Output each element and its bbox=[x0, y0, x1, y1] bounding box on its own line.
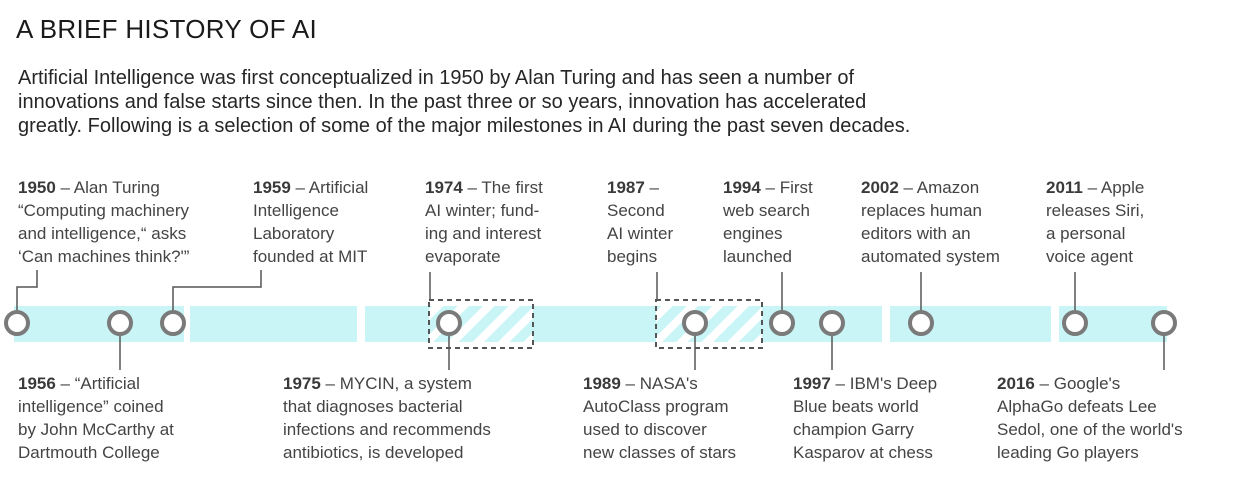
event-year: 1950 bbox=[18, 178, 56, 197]
event-text: – Artificial bbox=[290, 178, 369, 197]
event-1987: 1987 – Second AI winter begins bbox=[607, 176, 673, 268]
event-1956: 1956 – “Artificial intelligence” coined … bbox=[18, 372, 174, 464]
event-text: – Apple bbox=[1082, 178, 1145, 197]
leader-1950 bbox=[16, 270, 38, 311]
event-text: champion Garry bbox=[793, 420, 914, 439]
event-text: replaces human bbox=[861, 201, 982, 220]
event-text: engines bbox=[723, 224, 783, 243]
marker-2011 bbox=[1062, 310, 1088, 336]
ai-winter-2-box bbox=[655, 299, 763, 349]
marker-1950 bbox=[4, 310, 30, 336]
event-1975: 1975 – MYCIN, a system that diagnoses ba… bbox=[283, 372, 491, 464]
event-text: begins bbox=[607, 247, 658, 266]
event-year: 1987 bbox=[607, 178, 645, 197]
event-1959: 1959 – Artificial Intelligence Laborator… bbox=[253, 176, 368, 268]
event-text: evaporate bbox=[425, 247, 501, 266]
intro-paragraph: Artificial Intelligence was first concep… bbox=[18, 66, 1218, 138]
event-text: – Google's bbox=[1034, 374, 1121, 393]
event-text: AlphaGo defeats Lee bbox=[997, 397, 1157, 416]
event-text: Blue beats world bbox=[793, 397, 919, 416]
event-text: ‘Can machines think?'” bbox=[18, 247, 190, 266]
event-text: by John McCarthy at bbox=[18, 420, 174, 439]
event-year: 1974 bbox=[425, 178, 463, 197]
event-2002: 2002 – Amazon replaces human editors wit… bbox=[861, 176, 1000, 268]
event-text: ing and interest bbox=[425, 224, 542, 243]
marker-1975 bbox=[436, 310, 462, 336]
event-year: 1989 bbox=[583, 374, 621, 393]
event-text: – IBM's Deep bbox=[830, 374, 938, 393]
event-text: and intelligence,“ asks bbox=[18, 224, 187, 243]
event-text: Sedol, one of the world's bbox=[997, 420, 1183, 439]
event-text: AutoClass program bbox=[583, 397, 729, 416]
event-text: voice agent bbox=[1046, 247, 1133, 266]
ai-winter-2-hatch bbox=[656, 300, 762, 348]
event-text: new classes of stars bbox=[583, 443, 737, 462]
event-text: editors with an bbox=[861, 224, 971, 243]
event-text: releases Siri, bbox=[1046, 201, 1145, 220]
event-1974: 1974 – The first AI winter; fund- ing an… bbox=[425, 176, 543, 268]
event-text: launched bbox=[723, 247, 793, 266]
marker-1959 bbox=[160, 310, 186, 336]
event-1994: 1994 – First web search engines launched bbox=[723, 176, 813, 268]
event-year: 2011 bbox=[1046, 178, 1083, 197]
event-text: – MYCIN, a system bbox=[320, 374, 472, 393]
intro-line: innovations and false starts since then.… bbox=[18, 91, 867, 113]
event-text: leading Go players bbox=[997, 443, 1139, 462]
event-text: founded at MIT bbox=[253, 247, 368, 266]
event-text: – Amazon bbox=[898, 178, 980, 197]
event-year: 1956 bbox=[18, 374, 56, 393]
event-text: – bbox=[644, 178, 660, 197]
intro-line: Artificial Intelligence was first concep… bbox=[18, 67, 855, 89]
event-text: Kasparov at chess bbox=[793, 443, 933, 462]
event-text: Intelligence bbox=[253, 201, 340, 220]
event-2011: 2011 – Apple releases Siri, a personal v… bbox=[1046, 176, 1144, 268]
event-text: Second bbox=[607, 201, 665, 220]
event-text: intelligence” coined bbox=[18, 397, 164, 416]
event-text: – Alan Turing bbox=[55, 178, 160, 197]
marker-2016 bbox=[1151, 310, 1177, 336]
event-text: Dartmouth College bbox=[18, 443, 160, 462]
marker-1956 bbox=[107, 310, 133, 336]
event-year: 1997 bbox=[793, 374, 831, 393]
event-text: used to discover bbox=[583, 420, 707, 439]
event-year: 2016 bbox=[997, 374, 1035, 393]
event-text: AI winter bbox=[607, 224, 674, 243]
event-text: – NASA's bbox=[620, 374, 698, 393]
event-year: 1975 bbox=[283, 374, 321, 393]
marker-1989 bbox=[682, 310, 708, 336]
event-1950: 1950 – Alan Turing “Computing machinery … bbox=[18, 176, 189, 268]
leader-1959 bbox=[172, 270, 262, 311]
marker-2002 bbox=[908, 310, 934, 336]
marker-1994 bbox=[769, 310, 795, 336]
event-1989: 1989 – NASA's AutoClass program used to … bbox=[583, 372, 736, 464]
event-text: “Computing machinery bbox=[18, 201, 190, 220]
event-2016: 2016 – Google's AlphaGo defeats Lee Sedo… bbox=[997, 372, 1183, 464]
event-year: 1959 bbox=[253, 178, 291, 197]
event-text: Laboratory bbox=[253, 224, 335, 243]
ai-winter-1-box bbox=[428, 299, 534, 349]
event-text: web search bbox=[723, 201, 810, 220]
timeline-band-gap bbox=[184, 306, 190, 342]
event-text: antibiotics, is developed bbox=[283, 443, 464, 462]
event-text: that diagnoses bacterial bbox=[283, 397, 463, 416]
event-text: – “Artificial bbox=[55, 374, 140, 393]
event-text: AI winter; fund- bbox=[425, 201, 540, 220]
page-title: A BRIEF HISTORY OF AI bbox=[16, 14, 318, 44]
event-text: a personal bbox=[1046, 224, 1126, 243]
event-text: infections and recommends bbox=[283, 420, 491, 439]
event-text: automated system bbox=[861, 247, 1000, 266]
event-1997: 1997 – IBM's Deep Blue beats world champ… bbox=[793, 372, 937, 464]
intro-line: greatly. Following is a selection of som… bbox=[18, 115, 911, 137]
event-text: – First bbox=[760, 178, 813, 197]
event-year: 2002 bbox=[861, 178, 899, 197]
event-year: 1994 bbox=[723, 178, 761, 197]
event-text: – The first bbox=[462, 178, 543, 197]
marker-1997 bbox=[819, 310, 845, 336]
